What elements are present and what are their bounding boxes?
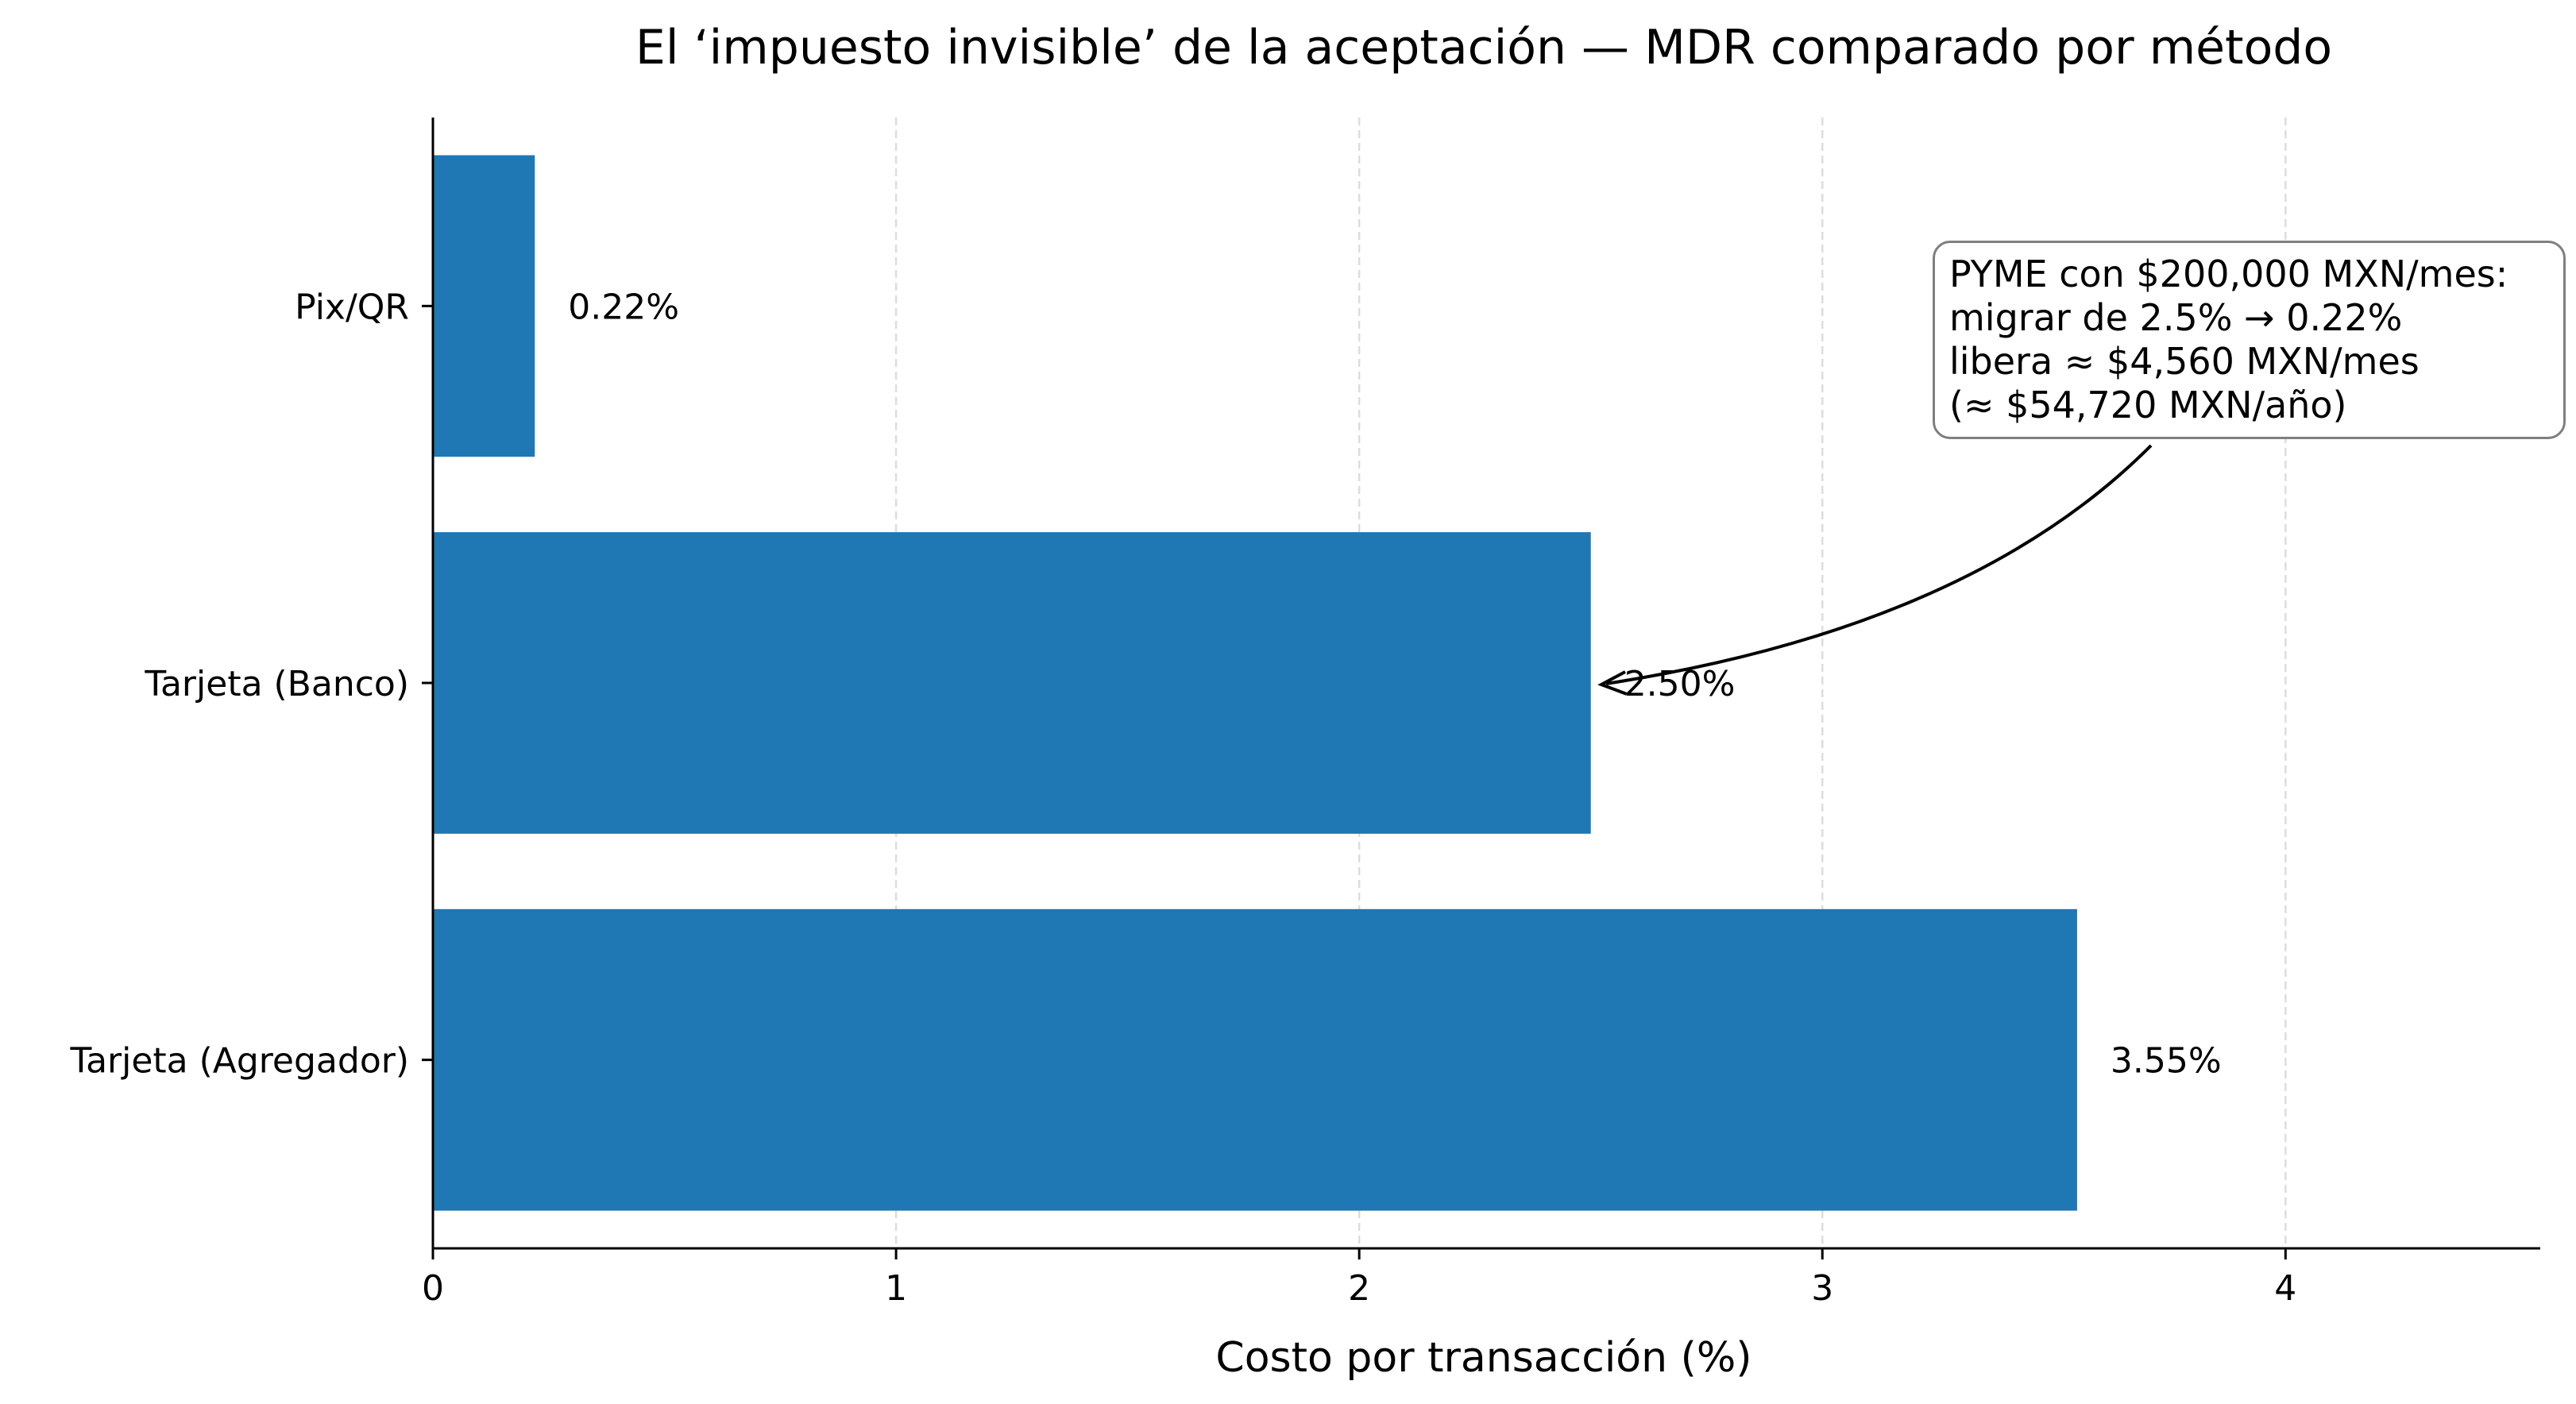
x-tick-label: 2 <box>1348 1268 1370 1309</box>
y-ticks: Tarjeta (Agregador) Tarjeta (Banco) Pix/QR <box>69 287 433 1082</box>
bar <box>433 532 1591 834</box>
bar <box>433 155 535 457</box>
annotation-box: PYME con $200,000 MXN/mes: migrar de 2.5… <box>1933 241 2566 439</box>
bars <box>433 155 2077 1211</box>
x-tick-label: 0 <box>422 1268 444 1309</box>
annotation-arrowhead <box>1597 670 1628 696</box>
y-tick-label: Pix/QR <box>295 287 409 327</box>
x-axis-label: Costo por transacción (%) <box>1215 1334 1751 1382</box>
x-ticks: 0 1 2 3 4 <box>422 1248 2296 1309</box>
annotation-arrow-curve <box>1605 444 2153 685</box>
x-tick-label: 1 <box>885 1268 907 1309</box>
y-tick-label: Tarjeta (Agregador) <box>69 1041 409 1082</box>
value-labels: 3.55%2.50%0.22% <box>568 287 2221 1081</box>
y-tick-label: Tarjeta (Banco) <box>144 664 409 704</box>
annotation-line: PYME con $200,000 MXN/mes: <box>1949 253 2508 295</box>
annotation-arrow <box>1597 444 2153 696</box>
chart-title: El ‘impuesto invisible’ de la aceptación… <box>635 20 2332 75</box>
annotation-line: libera ≈ $4,560 MXN/mes <box>1949 340 2420 383</box>
bar-value-label: 3.55% <box>2111 1041 2222 1082</box>
annotation-line: (≈ $54,720 MXN/año) <box>1949 384 2347 426</box>
x-tick-label: 3 <box>1811 1268 1833 1309</box>
bar-value-label: 0.22% <box>568 287 679 327</box>
x-tick-label: 4 <box>2274 1268 2296 1309</box>
annotation-line: migrar de 2.5% → 0.22% <box>1949 296 2403 339</box>
bar <box>433 908 2077 1211</box>
